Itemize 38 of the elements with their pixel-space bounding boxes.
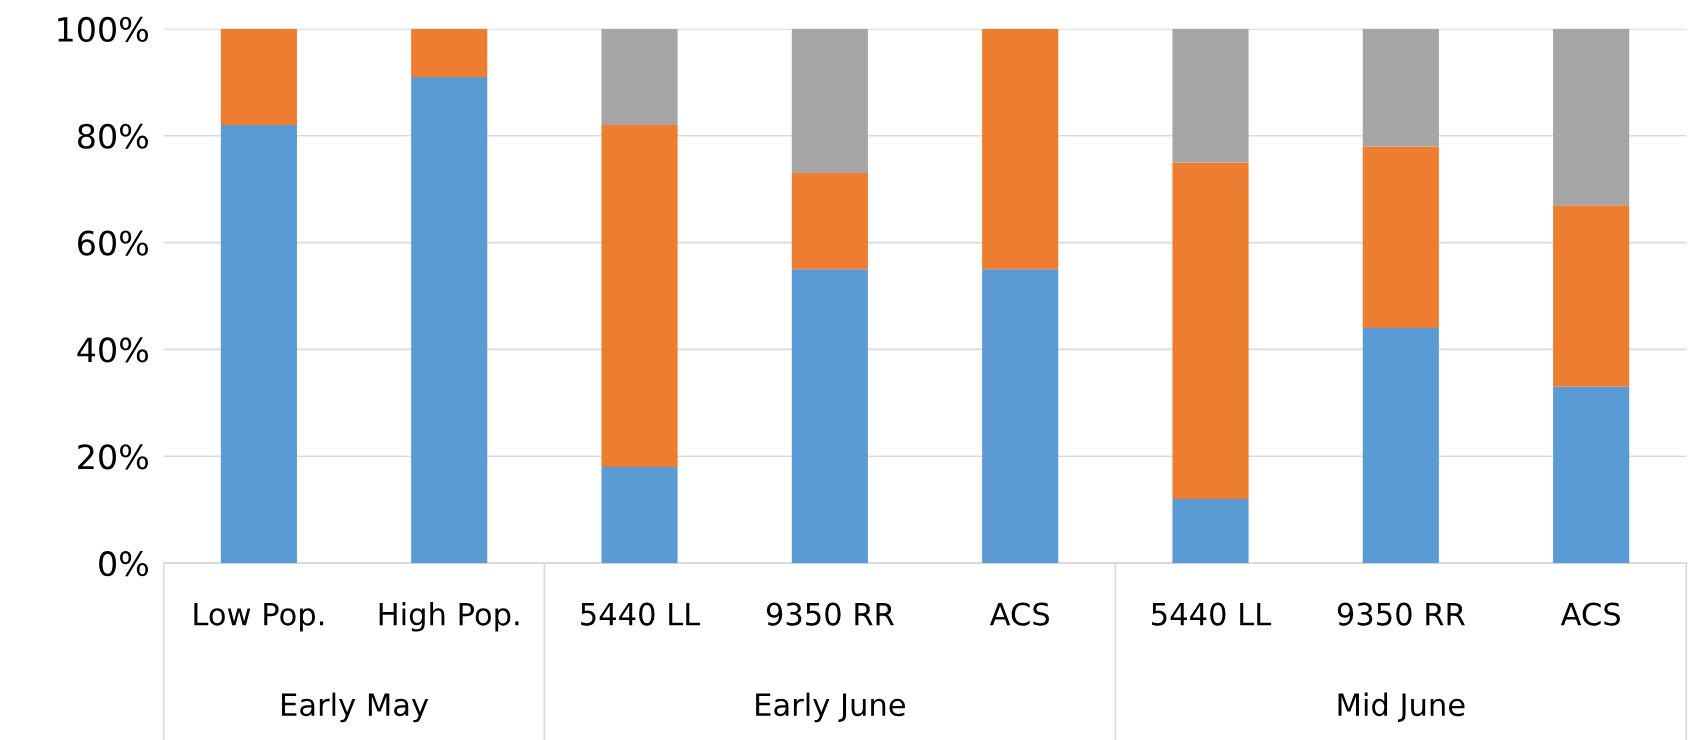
bar [601, 466, 678, 564]
bar [1362, 328, 1439, 564]
x-tick-label: ACS [1560, 602, 1620, 626]
bar [982, 269, 1059, 564]
bar [1172, 162, 1249, 500]
bar [220, 125, 297, 564]
x-tick-label: 5440 LL [581, 602, 701, 626]
bar [411, 28, 488, 77]
bar [1553, 386, 1630, 564]
bar [791, 173, 868, 270]
bar [791, 269, 868, 564]
bar [220, 28, 297, 126]
y-tick-label: 20% [78, 444, 149, 470]
text: Mid June [1338, 692, 1465, 722]
x-tick-label: Low Pop. [194, 602, 324, 632]
x-tick-label: 9350 RR [1337, 602, 1465, 626]
bar [982, 28, 1059, 270]
y-tick-label: 80% [78, 123, 149, 149]
bar [601, 28, 678, 126]
bar [1172, 28, 1249, 163]
y-tick-label: 0% [99, 551, 149, 577]
y-tick-label: 60% [78, 230, 149, 256]
bar [1172, 499, 1249, 564]
x-tick-label: ACS [989, 602, 1050, 626]
bar [1553, 28, 1630, 206]
x-tick-label: 5440 LL [1152, 602, 1272, 626]
y-tick-label: 100% [58, 16, 149, 42]
bar [601, 125, 678, 467]
bar [791, 28, 868, 174]
bar [411, 76, 488, 564]
bar [1362, 28, 1439, 147]
x-tick-label: 9350 RR [766, 602, 894, 626]
text: Early May [282, 692, 429, 723]
bar [1362, 146, 1439, 329]
y-tick-label: 40% [77, 337, 149, 363]
text: Early June [756, 692, 905, 723]
x-tick-label: High Pop. [379, 602, 519, 632]
bar [1553, 205, 1630, 387]
